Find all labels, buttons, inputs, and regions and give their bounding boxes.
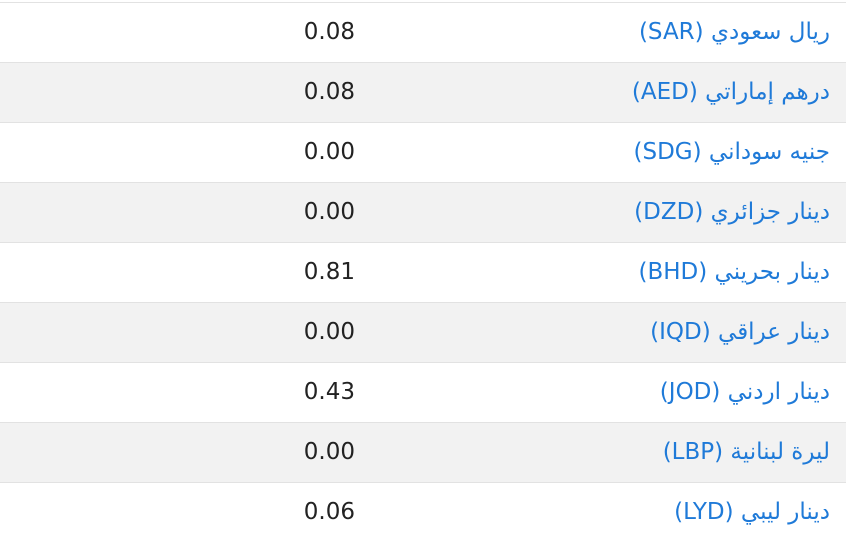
table-row: ليرة لبنانية (LBP) 0.00 <box>0 422 846 482</box>
currency-link[interactable]: دينار جزائري (DZD) <box>634 199 830 225</box>
rate-value: 0.06 <box>303 499 355 525</box>
rate-value: 0.00 <box>303 319 355 345</box>
table-row: دينار ليبي (LYD) 0.06 <box>0 482 846 542</box>
currency-link[interactable]: دينار بحريني (BHD) <box>638 259 830 285</box>
currency-link[interactable]: جنيه سوداني (SDG) <box>633 139 830 165</box>
currency-link[interactable]: دينار عراقي (IQD) <box>650 319 830 345</box>
rate-value: 0.00 <box>303 199 355 225</box>
rate-value: 0.08 <box>303 79 355 105</box>
table-row: درهم إماراتي (AED) 0.08 <box>0 62 846 122</box>
table-row: دينار جزائري (DZD) 0.00 <box>0 182 846 242</box>
table-row: دينار بحريني (BHD) 0.81 <box>0 242 846 302</box>
rate-value: 0.43 <box>303 379 355 405</box>
rate-value: 0.81 <box>303 259 355 285</box>
currency-link[interactable]: ليرة لبنانية (LBP) <box>662 439 830 465</box>
currency-link[interactable]: درهم إماراتي (AED) <box>631 79 830 105</box>
currency-link[interactable]: دينار ليبي (LYD) <box>674 499 830 525</box>
rate-value: 0.00 <box>303 139 355 165</box>
table-row: ريال سعودي (SAR) 0.08 <box>0 2 846 62</box>
table-row: دينار عراقي (IQD) 0.00 <box>0 302 846 362</box>
rate-value: 0.08 <box>303 19 355 45</box>
rate-value: 0.00 <box>303 439 355 465</box>
currency-link[interactable]: دينار اردني (JOD) <box>659 379 830 405</box>
table-row: دينار اردني (JOD) 0.43 <box>0 362 846 422</box>
currency-link[interactable]: ريال سعودي (SAR) <box>638 19 830 45</box>
table-row: جنيه سوداني (SDG) 0.00 <box>0 122 846 182</box>
